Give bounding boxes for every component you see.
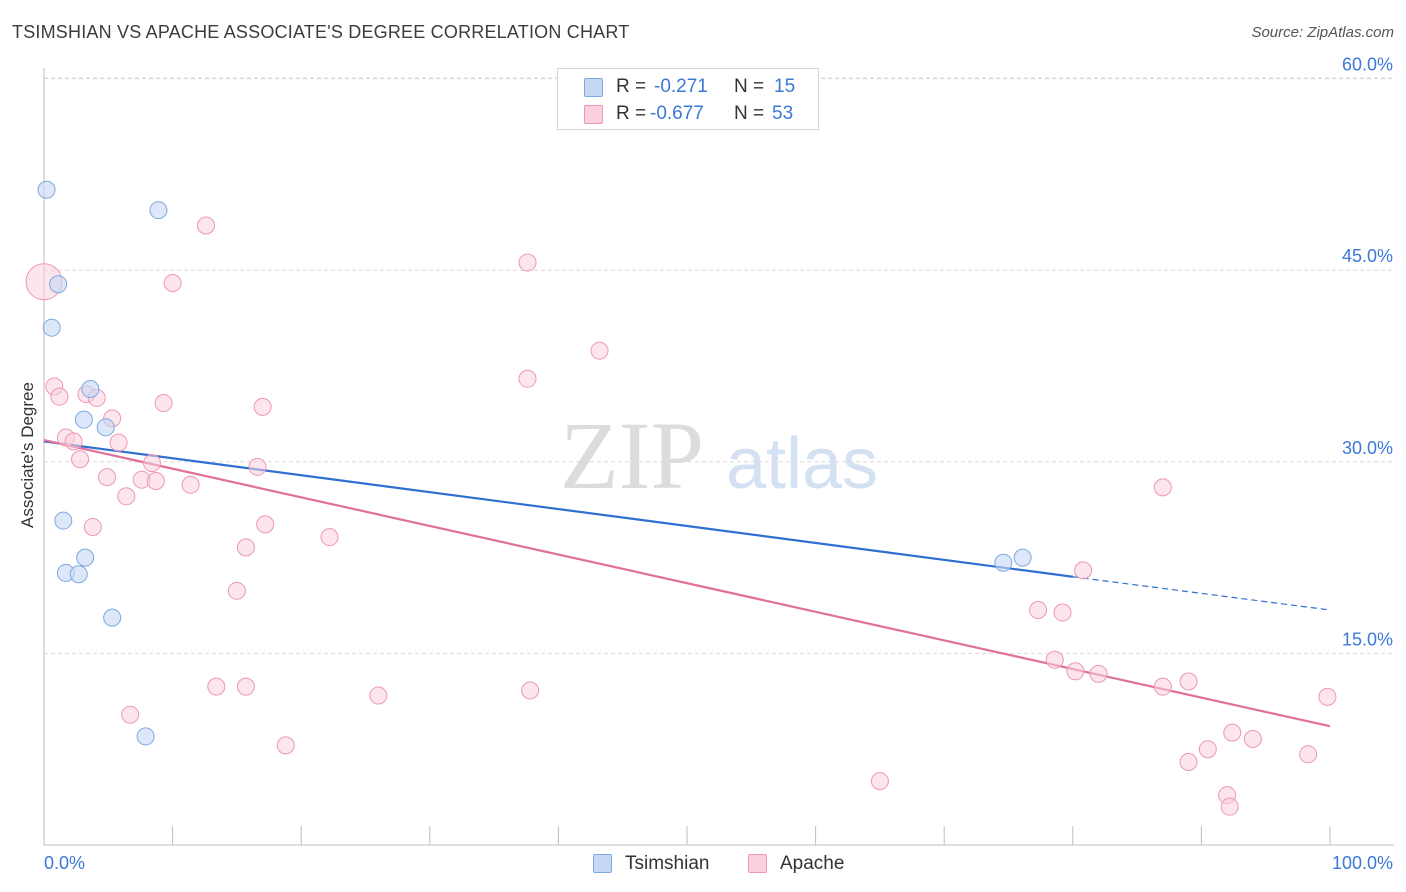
tsimshian-point	[81, 380, 100, 399]
tsimshian-point	[69, 565, 88, 584]
tsimshian-point	[136, 727, 155, 746]
apache-legend-swatch	[748, 854, 767, 873]
tsimshian-point	[103, 608, 122, 627]
legend-r-label: R =	[616, 103, 647, 124]
apache-point	[143, 454, 162, 473]
legend-row-apache: R = -0.677 N = 53	[558, 101, 820, 127]
apache-point	[1053, 603, 1072, 622]
apache-point	[121, 705, 140, 724]
x-tick-label: 100.0%	[1332, 853, 1393, 873]
y-tick-label: 60.0%	[1342, 55, 1393, 75]
y-tick-label: 45.0%	[1342, 246, 1393, 266]
tsimshian-point	[74, 410, 93, 429]
trend-lines	[43, 439, 1331, 728]
tsimshian-swatch	[584, 78, 603, 97]
data-points	[25, 180, 1337, 816]
y-axis-label: Associate's Degree	[18, 382, 37, 528]
apache-point	[227, 581, 246, 600]
apache-point	[1066, 662, 1085, 681]
apache-point	[163, 273, 182, 292]
apache-point	[1153, 677, 1172, 696]
apache-point	[320, 528, 339, 547]
bottom-legend-apache: Apache	[748, 852, 868, 876]
tsimshian-trend-extension	[1072, 576, 1331, 611]
apache-point	[1179, 672, 1198, 691]
watermark: ZIP atlas	[560, 402, 878, 509]
correlation-legend: R = -0.271 N = 15 R = -0.677 N = 53	[557, 68, 819, 130]
apache-point	[1220, 797, 1239, 816]
apache-point	[181, 475, 200, 494]
apache-point	[64, 432, 83, 451]
apache-point	[590, 341, 609, 360]
apache-point	[248, 457, 267, 476]
apache-point	[518, 253, 537, 272]
legend-n-value: 15	[774, 76, 796, 97]
legend-row-tsimshian: R = -0.271 N = 15	[558, 74, 820, 100]
watermark-atlas: atlas	[726, 424, 878, 504]
apache-point	[1223, 723, 1242, 742]
tsimshian-legend-label: Tsimshian	[625, 853, 710, 874]
apache-trend-line	[43, 439, 1331, 728]
apache-point	[1074, 561, 1093, 580]
legend-r-value: -0.271	[654, 76, 708, 97]
apache-point	[1045, 650, 1064, 669]
apache-point	[154, 394, 173, 413]
apache-point	[253, 397, 272, 416]
apache-point	[236, 538, 255, 557]
tsimshian-point	[96, 418, 115, 437]
legend-n-label: N =	[734, 76, 765, 97]
apache-point	[1299, 745, 1318, 764]
apache-point	[870, 772, 889, 791]
tsimshian-point	[76, 548, 95, 567]
tsimshian-trend-line	[43, 440, 1073, 578]
chart-title: TSIMSHIAN VS APACHE ASSOCIATE'S DEGREE C…	[12, 22, 630, 42]
tsimshian-point	[994, 553, 1013, 572]
apache-point	[71, 450, 90, 469]
source-label: Source: ZipAtlas.com	[1251, 24, 1394, 41]
apache-point	[117, 487, 136, 506]
apache-point	[1318, 687, 1337, 706]
apache-point	[50, 387, 69, 406]
tick-labels: 15.0% 30.0% 45.0% 60.0% 0.0% 100.0%	[44, 55, 1393, 873]
apache-point	[369, 686, 388, 705]
legend-n-label: N =	[734, 103, 765, 124]
apache-point	[109, 433, 128, 452]
y-tick-label: 30.0%	[1342, 438, 1393, 458]
apache-legend-label: Apache	[780, 853, 845, 874]
apache-point	[1198, 740, 1217, 759]
legend-r-value: -0.677	[650, 103, 704, 124]
apache-point	[518, 369, 537, 388]
y-tick-label: 15.0%	[1342, 629, 1393, 649]
apache-point	[1029, 600, 1048, 619]
apache-swatch	[584, 105, 603, 124]
watermark-zip: ZIP	[560, 402, 704, 509]
gridlines	[44, 77, 1394, 654]
apache-point	[207, 677, 226, 696]
apache-point	[1243, 729, 1262, 748]
apache-point	[146, 471, 165, 490]
axes	[43, 68, 1394, 846]
apache-point	[1179, 752, 1198, 771]
tsimshian-point	[54, 511, 73, 530]
apache-point	[83, 517, 102, 536]
legend-n-value: 53	[772, 103, 794, 124]
apache-point	[521, 681, 540, 700]
tsimshian-point	[1013, 548, 1032, 567]
tsimshian-point	[37, 180, 56, 199]
apache-point	[256, 515, 275, 534]
tsimshian-point	[42, 318, 61, 337]
apache-point	[236, 677, 255, 696]
x-tick-label: 0.0%	[44, 853, 85, 873]
apache-point	[1153, 478, 1172, 497]
bottom-legend-tsimshian: Tsimshian	[593, 852, 733, 876]
tsimshian-legend-swatch	[593, 854, 612, 873]
apache-point	[98, 468, 117, 487]
apache-point	[276, 736, 295, 755]
legend-r-label: R =	[616, 76, 647, 97]
tsimshian-point	[149, 201, 168, 220]
apache-point	[1089, 664, 1108, 683]
apache-point	[197, 216, 216, 235]
tsimshian-point	[49, 275, 68, 294]
